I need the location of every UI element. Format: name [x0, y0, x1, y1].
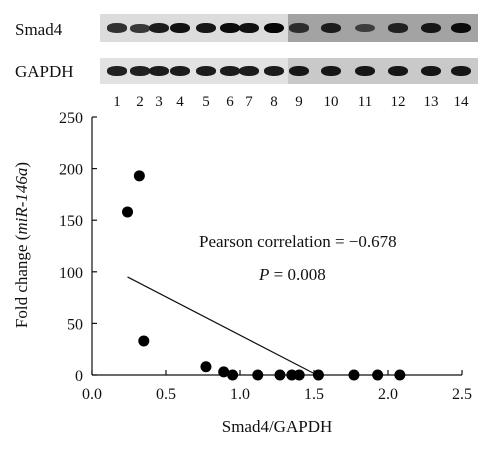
gapdh-band: [321, 65, 341, 77]
lane-number: 9: [295, 94, 303, 110]
lane-number: 4: [176, 94, 184, 110]
y-tick-label: 250: [59, 110, 83, 127]
data-point: [200, 361, 212, 373]
y-tick-label: 50: [67, 316, 83, 333]
gapdh-band: [421, 65, 441, 77]
data-point: [227, 369, 239, 381]
lane-number: 6: [226, 94, 234, 110]
smad4-band: [388, 23, 408, 33]
smad4-band: [130, 23, 150, 33]
gapdh-band: [388, 65, 408, 77]
gapdh-blot-panel-right: [288, 58, 478, 84]
smad4-band: [264, 22, 284, 34]
data-point: [133, 170, 145, 182]
y-axis-label: Fold change (miR-146a): [12, 162, 31, 328]
x-tick-label: 0.0: [82, 386, 102, 403]
smad4-band: [170, 22, 190, 34]
smad4-band: [196, 22, 216, 34]
gapdh-blot-panel-left: [100, 58, 288, 84]
smad4-band: [107, 23, 127, 33]
data-point: [394, 369, 406, 381]
smad4-label: Smad4: [15, 20, 63, 39]
gapdh-band: [451, 65, 471, 77]
y-tick-label: 150: [59, 213, 83, 230]
gapdh-label: GAPDH: [15, 62, 74, 81]
gapdh-band: [239, 66, 259, 76]
lane-number: 7: [245, 94, 253, 110]
smad4-blot-panel-left: [100, 14, 288, 42]
smad4-band: [149, 23, 169, 33]
axes: 0.0 0.5 1.0 1.5 2.0 2.5 0 50 100 150 200 250: [59, 110, 472, 403]
smad4-band: [321, 23, 341, 33]
data-marks: [122, 170, 406, 381]
lane-number: 11: [357, 94, 373, 110]
data-point: [274, 369, 286, 381]
gapdh-band: [289, 65, 309, 77]
y-tick-label: 0: [75, 368, 83, 385]
p-value-annotation: P = 0.008: [259, 265, 326, 284]
y-tick-label: 100: [59, 265, 83, 282]
x-axis-label: Smad4/GAPDH: [222, 417, 333, 436]
lane-number: 10: [323, 94, 339, 110]
lane-number: 8: [270, 94, 278, 110]
smad4-band: [220, 22, 240, 34]
lane-number: 1: [113, 94, 121, 110]
gapdh-band: [107, 66, 127, 76]
data-point: [372, 369, 384, 381]
data-point: [348, 369, 360, 381]
lane-number: 3: [155, 94, 163, 110]
gapdh-band: [130, 66, 150, 76]
smad4-band: [239, 22, 259, 34]
data-point: [218, 366, 230, 378]
y-tick-label: 200: [59, 162, 83, 179]
pearson-correlation-annotation: Pearson correlation = −0.678: [199, 232, 397, 251]
smad4-band: [421, 22, 441, 34]
gapdh-band: [355, 65, 375, 77]
lane-number: 5: [202, 94, 210, 110]
data-point: [293, 369, 305, 381]
smad4-band: [289, 23, 309, 33]
x-tick-label: 0.5: [156, 386, 176, 403]
gapdh-band: [170, 66, 190, 76]
x-tick-label: 2.5: [452, 386, 472, 403]
gapdh-band: [149, 66, 169, 76]
lane-number: 14: [453, 94, 469, 110]
gapdh-band: [264, 66, 284, 76]
data-point: [122, 206, 134, 218]
data-point: [252, 369, 264, 381]
data-point: [138, 335, 150, 347]
gapdh-band: [196, 66, 216, 76]
x-tick-label: 1.0: [230, 386, 250, 403]
gapdh-band: [220, 66, 240, 76]
regression-line: [127, 276, 318, 376]
x-tick-label: 1.5: [304, 386, 324, 403]
data-point: [312, 369, 324, 381]
smad4-band: [355, 23, 375, 33]
x-tick-label: 2.0: [378, 386, 398, 403]
lane-number: 13: [423, 94, 439, 110]
lane-number: 2: [136, 94, 144, 110]
smad4-blot-panel-right: [288, 14, 478, 42]
lane-number: 12: [390, 94, 406, 110]
smad4-band: [451, 22, 471, 34]
